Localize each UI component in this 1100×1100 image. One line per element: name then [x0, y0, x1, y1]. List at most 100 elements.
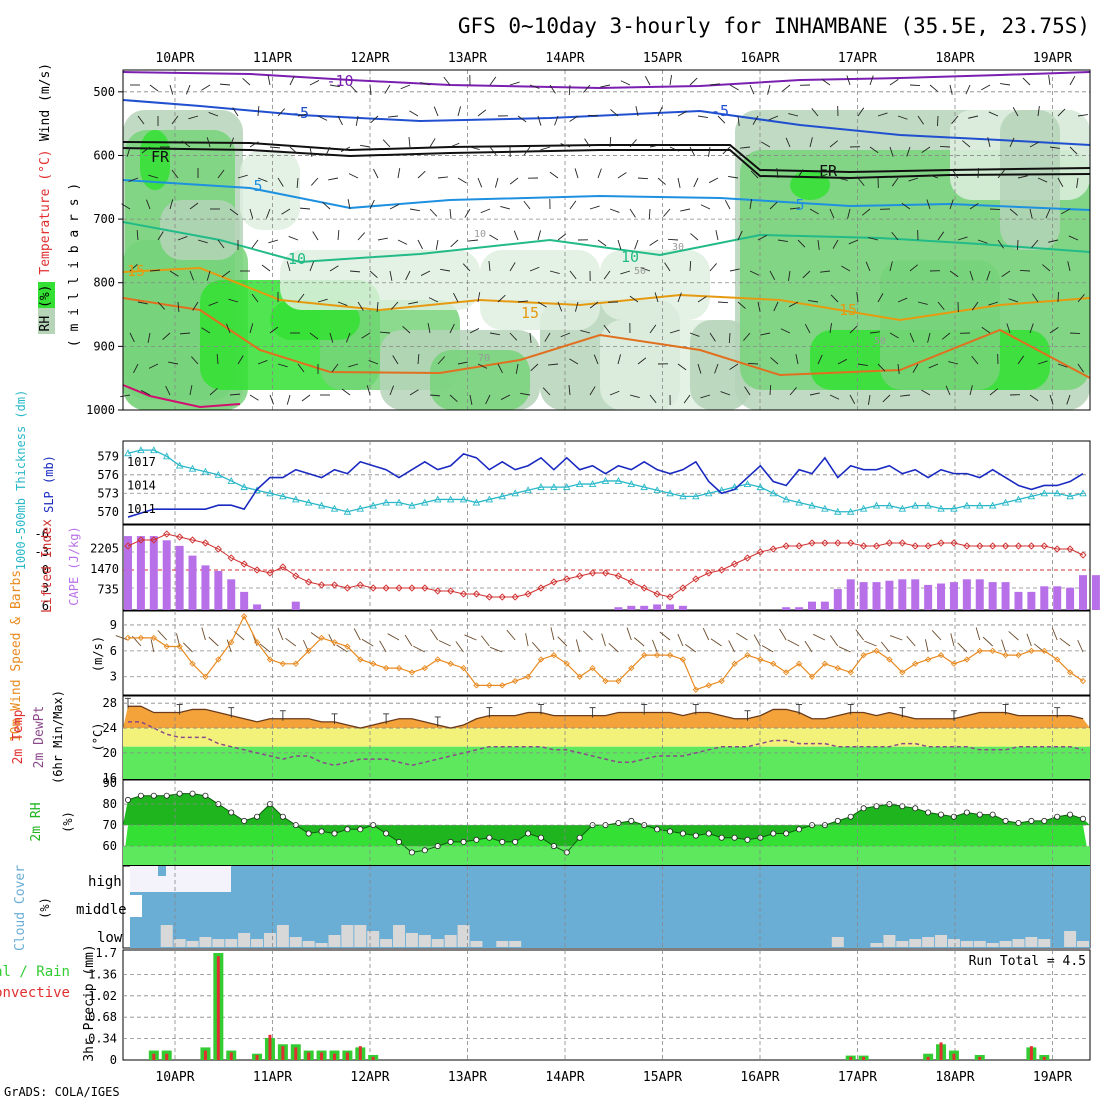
wind-barb	[981, 84, 991, 91]
rh2m-point	[344, 826, 351, 833]
lifted-index-point	[1066, 545, 1074, 553]
wind-barb	[309, 80, 320, 86]
precip-conv-label: Convective	[0, 985, 70, 1001]
wind-barb	[788, 301, 799, 308]
wind-barb	[669, 75, 673, 86]
wind-barb	[917, 115, 924, 125]
wind-barb	[437, 176, 448, 179]
thickness-point	[459, 495, 468, 503]
thickness-point	[614, 477, 623, 484]
cloud-low-bar	[1064, 931, 1077, 947]
thickness-point	[279, 492, 287, 500]
rh2m-point	[834, 817, 841, 824]
surface-wind-barb	[950, 633, 955, 647]
wind-barb	[869, 146, 879, 154]
wind-barb	[464, 208, 471, 218]
wind-barb	[206, 137, 211, 148]
wind-barb	[349, 270, 361, 273]
lifted-index-point	[421, 584, 429, 592]
cloud-low-bar	[444, 935, 457, 947]
rh2m-point	[1028, 817, 1035, 824]
wind-barb	[443, 76, 451, 86]
wind-barb	[457, 177, 467, 184]
wind-barb	[817, 239, 820, 250]
wind-barb	[603, 324, 611, 334]
cape-bar	[807, 601, 816, 610]
wind-barb	[189, 385, 193, 396]
temp-bands	[123, 706, 1090, 779]
surface-wind-barb	[404, 634, 413, 647]
wind-barb	[329, 265, 339, 272]
wind-barb	[889, 146, 894, 157]
thickness-point	[795, 498, 803, 506]
wind-barb	[689, 77, 698, 86]
wind-barb	[921, 389, 931, 396]
wind-barb	[1037, 106, 1040, 117]
surface-wind-barb	[779, 628, 787, 641]
lifted-index-point	[872, 542, 881, 550]
precip-conv-bar	[307, 1052, 311, 1060]
cloud-low-bar	[1025, 937, 1038, 947]
lifted-index-point	[718, 566, 726, 574]
wind-barb	[477, 292, 481, 303]
wind-speed-point	[137, 634, 145, 642]
wind-barb	[249, 208, 254, 219]
rh2m-point	[938, 811, 945, 818]
wind-speed-point	[460, 664, 467, 672]
wind-barb	[449, 208, 452, 219]
wind-barb	[761, 141, 771, 148]
wind-barb	[569, 200, 577, 210]
precip-conv-bar	[926, 1056, 930, 1060]
rh-region	[430, 350, 530, 410]
rh2m-area-upper	[123, 793, 1090, 853]
thickness-point	[214, 470, 223, 478]
wind-barb	[469, 328, 480, 334]
lifted-index-point	[1001, 542, 1010, 550]
wind-barb	[513, 230, 519, 241]
cloud-level-high: high	[88, 874, 122, 890]
thickness-point	[227, 477, 236, 484]
wind-barb	[829, 323, 833, 334]
panel-li-cape: -6 -3 0 3 6 2205 1470 735 Lifted Index CAPE (J/…	[35, 519, 1100, 613]
wind-barb	[185, 84, 191, 95]
wind-barb	[882, 394, 891, 403]
isotherm-line	[122, 221, 1091, 264]
cloud-mid-gap	[130, 895, 142, 917]
date-label-top: 13APR	[448, 51, 487, 66]
rh2m-point	[1015, 820, 1022, 827]
rh2m-point	[1041, 817, 1048, 824]
contour-label: 10	[288, 250, 306, 268]
wind-barb	[297, 293, 305, 303]
cape-bar	[1040, 586, 1049, 610]
wind-speed-point	[228, 639, 235, 646]
wind-barb	[1049, 394, 1054, 405]
cape-axis-label: CAPE (J/kg)	[67, 526, 81, 605]
date-label-bottom: 13APR	[448, 1070, 487, 1085]
cape-tick-label: 1470	[90, 562, 119, 576]
wind-barb	[1037, 177, 1048, 183]
cape-bar	[1053, 586, 1062, 610]
wind-barb	[629, 139, 637, 148]
wind-barb	[846, 75, 851, 86]
wind-barb	[717, 115, 726, 124]
wind-barb	[433, 106, 439, 117]
cape-bar	[1079, 575, 1087, 610]
wind-barb	[408, 301, 419, 305]
precip-conv-bar	[862, 1056, 866, 1060]
cloud-band	[130, 866, 1090, 948]
precip-conv-bar	[1042, 1056, 1046, 1060]
wind-barb	[462, 263, 471, 272]
rh-tick-label: 60	[103, 839, 117, 853]
wind-barb	[768, 115, 779, 121]
wind-barb	[390, 301, 399, 310]
wind-barb	[617, 354, 622, 365]
wind-barb	[817, 173, 828, 179]
slp-tick-label: 1014	[127, 478, 156, 492]
wind-barb	[788, 113, 799, 117]
lifted-index-point	[705, 569, 713, 577]
precip-conv-bar	[255, 1054, 259, 1060]
contour-label: 30	[672, 242, 684, 253]
wind-barb	[269, 394, 275, 405]
wind-barb	[1029, 208, 1033, 219]
wind-barb	[574, 301, 579, 312]
